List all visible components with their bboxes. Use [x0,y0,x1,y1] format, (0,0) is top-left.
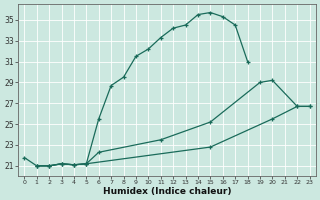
X-axis label: Humidex (Indice chaleur): Humidex (Indice chaleur) [103,187,231,196]
